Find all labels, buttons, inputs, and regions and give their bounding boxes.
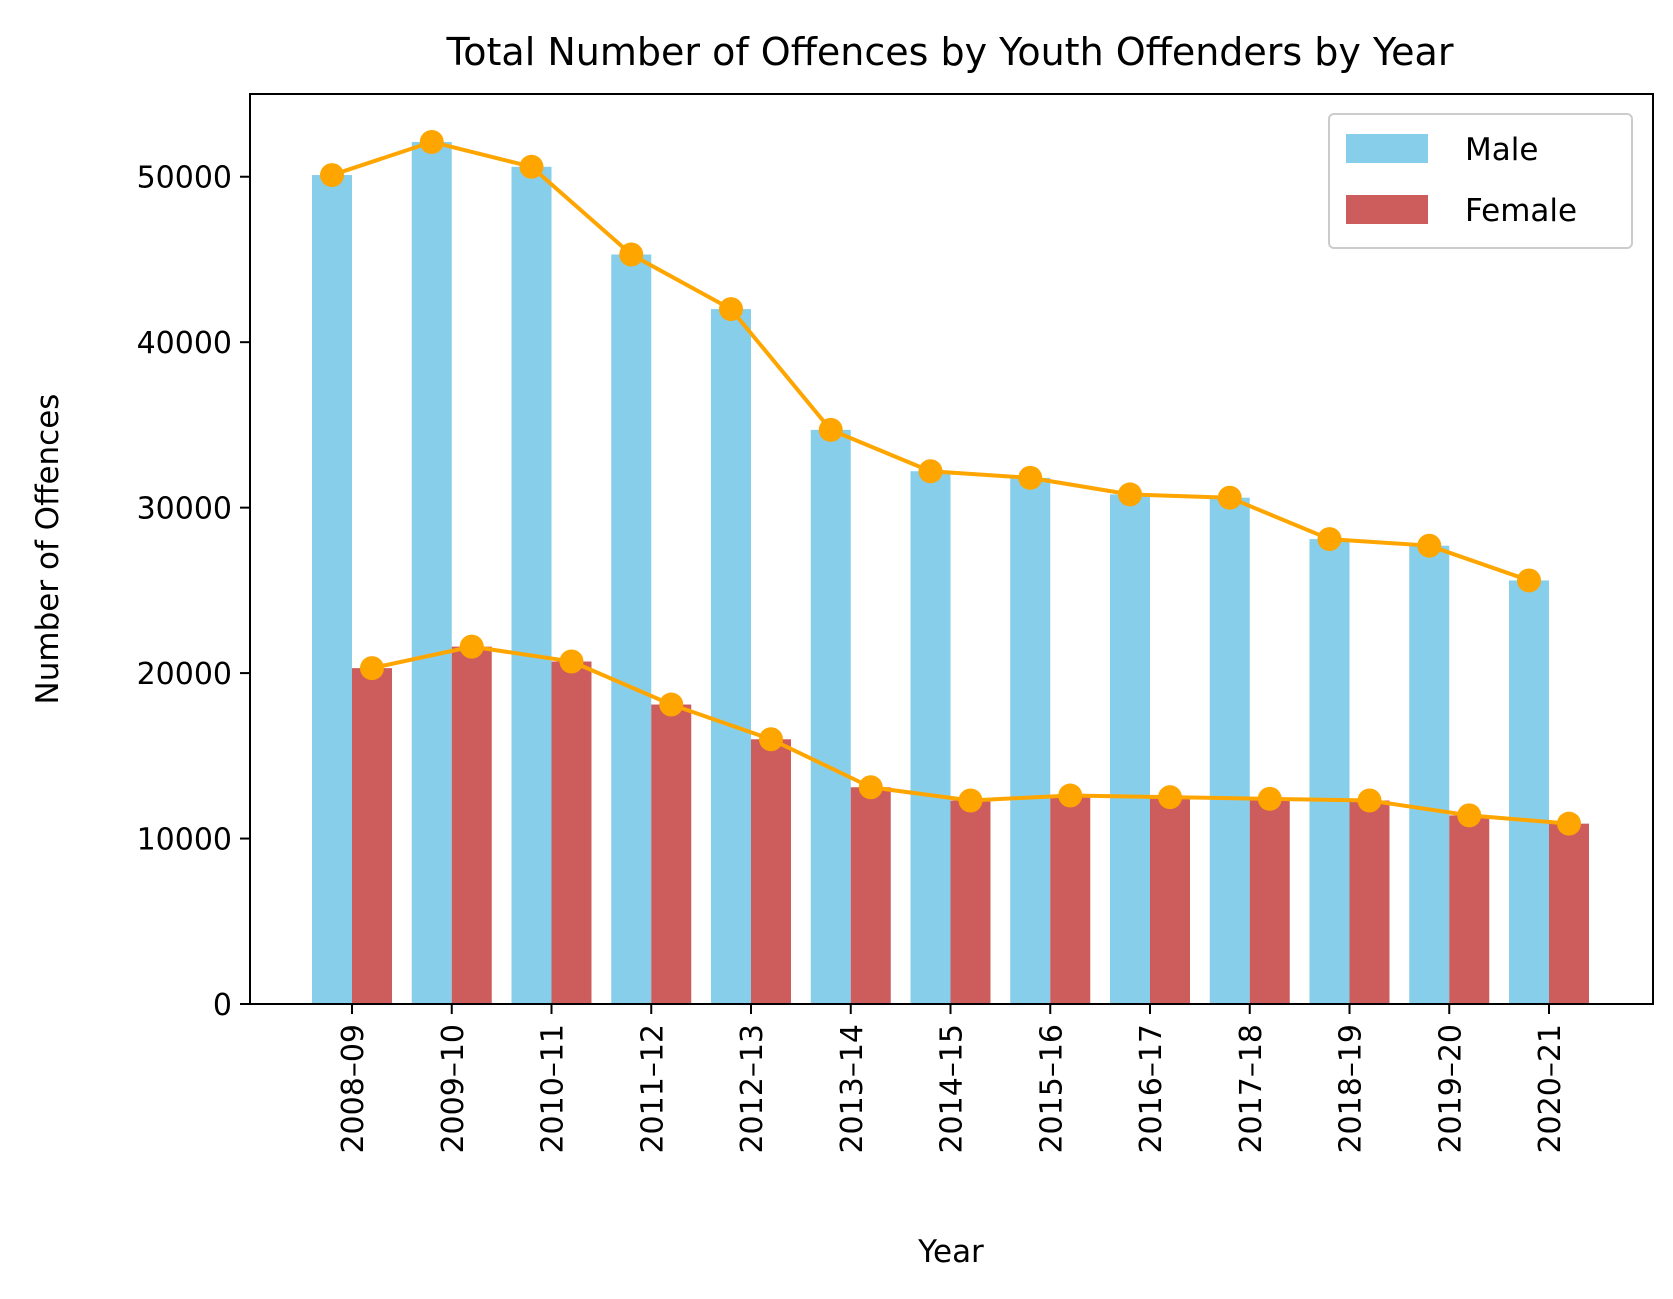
point-male-0 (320, 163, 344, 188)
legend-swatch-female (1346, 195, 1428, 224)
bar-male-3 (611, 254, 652, 1005)
bar-female-0 (352, 668, 392, 1004)
bar-male-2 (511, 166, 552, 1005)
legend-label-male: Male (1465, 132, 1538, 168)
bar-male-6 (910, 471, 951, 1004)
point-female-8 (1158, 785, 1182, 810)
y-axis-title: Number of Offences (30, 394, 66, 705)
y-tick-label-50000: 50000 (137, 161, 232, 196)
legend: Male Female (1328, 113, 1633, 249)
point-female-6 (958, 788, 983, 813)
bar-female-9 (1249, 798, 1290, 1004)
chart-title: Total Number of Offences by Youth Offend… (446, 30, 1454, 74)
points-layer (320, 129, 1581, 836)
bar-male-8 (1110, 494, 1150, 1004)
point-male-2 (519, 154, 544, 179)
point-female-12 (1557, 811, 1581, 836)
point-male-12 (1517, 568, 1541, 593)
y-axis: 0 10000 20000 30000 40000 50000 (137, 161, 250, 1023)
x-tick-label-7: 2015–16 (1034, 1024, 1069, 1154)
x-tick-label-3: 2011–12 (635, 1024, 670, 1154)
point-male-10 (1317, 527, 1342, 552)
bar-male-11 (1409, 545, 1450, 1004)
bar-female-7 (1050, 795, 1091, 1004)
bar-male-9 (1209, 497, 1250, 1004)
point-female-1 (459, 634, 484, 659)
point-female-5 (858, 775, 883, 800)
bar-female-10 (1349, 800, 1390, 1004)
point-male-3 (619, 242, 644, 267)
point-male-9 (1217, 485, 1242, 510)
x-axis-title: Year (917, 1234, 984, 1270)
point-male-8 (1118, 482, 1142, 507)
bar-male-7 (1010, 477, 1051, 1005)
point-male-6 (918, 459, 943, 484)
point-female-3 (659, 692, 684, 717)
x-tick-label-6: 2014–15 (935, 1024, 970, 1154)
point-male-5 (818, 417, 843, 442)
y-tick-label-20000: 20000 (137, 657, 232, 692)
bar-female-2 (551, 661, 592, 1004)
point-female-7 (1058, 783, 1083, 808)
point-male-1 (419, 129, 444, 154)
point-female-0 (360, 656, 384, 681)
bar-female-8 (1150, 797, 1190, 1004)
y-tick-label-40000: 40000 (137, 326, 232, 361)
x-tick-label-0: 2008–09 (336, 1024, 371, 1154)
y-tick-label-10000: 10000 (137, 823, 232, 858)
point-male-11 (1417, 533, 1442, 558)
bar-female-6 (950, 800, 991, 1004)
bar-female-4 (751, 739, 791, 1004)
x-tick-label-10: 2018–19 (1334, 1024, 1369, 1154)
bar-female-1 (451, 646, 492, 1004)
point-female-2 (559, 649, 584, 674)
legend-label-female: Female (1465, 193, 1577, 229)
x-tick-label-12: 2020–21 (1533, 1024, 1568, 1154)
x-tick-label-4: 2012–13 (735, 1024, 770, 1154)
x-axis: 2008–09 2009–10 2010–11 2011–12 2012–13 2013–… (336, 1004, 1568, 1154)
bar-male-10 (1309, 539, 1350, 1004)
x-tick-label-5: 2013–14 (835, 1024, 870, 1154)
x-tick-label-9: 2017–18 (1234, 1024, 1269, 1154)
legend-swatch-male (1346, 134, 1428, 163)
bar-male-0 (312, 175, 352, 1004)
x-tick-label-1: 2009–10 (436, 1024, 471, 1154)
bar-male-12 (1509, 580, 1549, 1004)
point-female-11 (1457, 803, 1482, 828)
point-female-9 (1257, 786, 1282, 811)
point-female-4 (759, 727, 783, 752)
bar-female-5 (850, 787, 891, 1004)
bar-female-3 (651, 704, 692, 1004)
point-male-7 (1018, 465, 1043, 490)
x-tick-label-11: 2019–20 (1433, 1024, 1468, 1154)
bar-female-11 (1449, 815, 1490, 1004)
x-tick-label-8: 2016–17 (1134, 1024, 1169, 1154)
bar-male-1 (411, 141, 452, 1005)
y-tick-label-30000: 30000 (137, 492, 232, 527)
bar-female-12 (1549, 823, 1589, 1004)
point-male-4 (719, 297, 743, 322)
bars-layer (312, 141, 1589, 1005)
y-tick-label-0: 0 (213, 988, 232, 1023)
point-female-10 (1357, 788, 1382, 813)
x-tick-label-2: 2010–11 (536, 1024, 571, 1154)
bar-male-4 (711, 309, 751, 1005)
bar-male-5 (810, 429, 851, 1004)
